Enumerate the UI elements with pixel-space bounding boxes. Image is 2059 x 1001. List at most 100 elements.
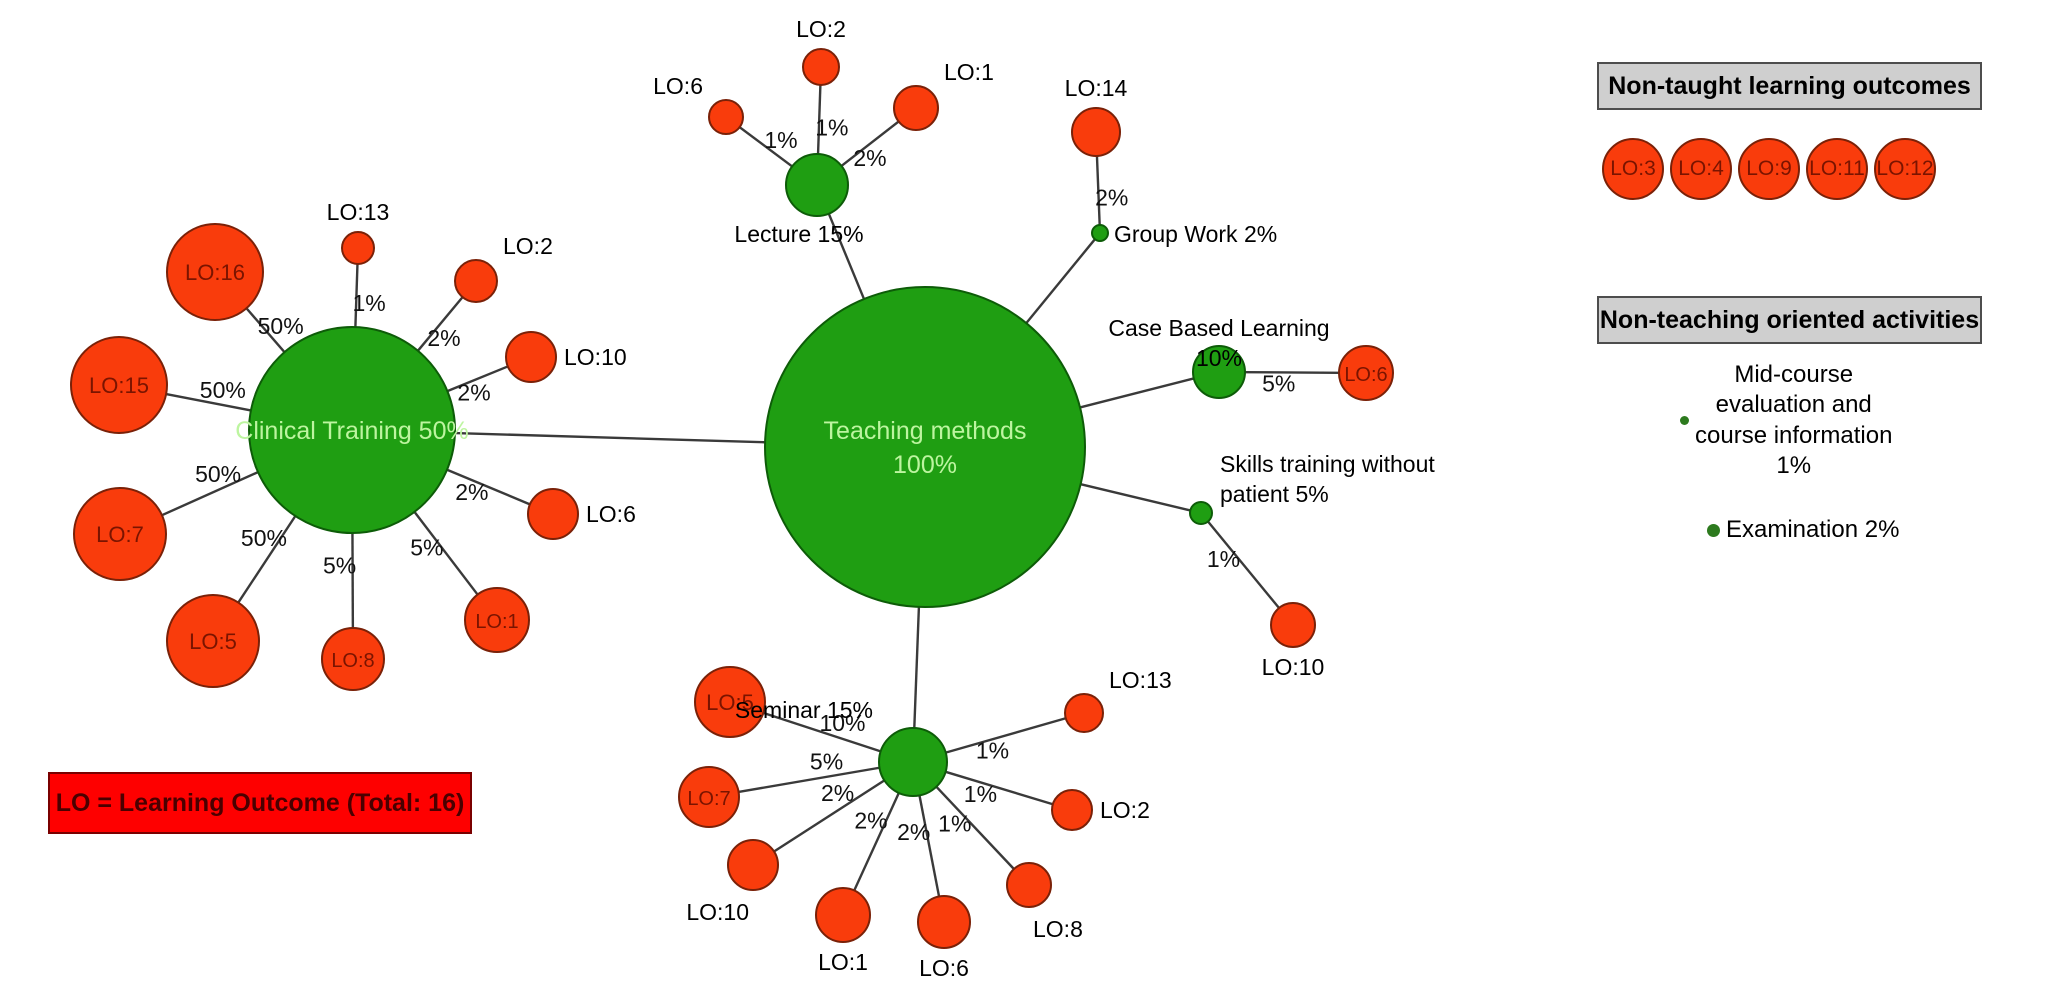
edge-pct-lecture-LO1: 2% — [853, 145, 886, 171]
node-lo-LO16-clinical-training[interactable] — [166, 223, 264, 321]
node-lo-LO2-seminar[interactable] — [1051, 789, 1093, 831]
edge-pct-clinical-training-LO7: 50% — [195, 461, 241, 487]
node-lo-LO7-seminar-label: LO:7 — [687, 788, 730, 810]
node-lo-LO10-clinical-training-label: LO:10 — [564, 344, 627, 370]
node-lo-LO13-clinical-training-label: LO:13 — [327, 199, 390, 225]
node-clinical-training-label-0: Clinical Training 50% — [235, 417, 468, 445]
edge-pct-clinical-training-LO13: 1% — [353, 290, 386, 316]
activity-examination: Examination 2% — [1707, 515, 1899, 545]
edge-seminar-LO5-7 — [762, 711, 882, 753]
edge-root-skills-training — [1080, 483, 1191, 512]
non-taught-chip-LO4[interactable]: LO:4 — [1670, 138, 1732, 200]
non-taught-chip-row: LO:3 LO:4 LO:9 LO:11 LO:12 — [1602, 138, 1936, 200]
non-taught-chip-LO9[interactable]: LO:9 — [1738, 138, 1800, 200]
node-lo-LO6-case-based-learning[interactable] — [1338, 345, 1394, 401]
node-lecture[interactable] — [785, 153, 849, 217]
node-lo-LO5-clinical-training[interactable] — [166, 594, 260, 688]
node-lo-LO6-clinical-training[interactable] — [527, 488, 579, 540]
node-lo-LO10-clinical-training[interactable] — [505, 331, 557, 383]
non-taught-chip-LO12[interactable]: LO:12 — [1874, 138, 1936, 200]
node-lo-LO6-seminar-label: LO:6 — [919, 955, 969, 981]
edge-pct-clinical-training-LO10: 2% — [457, 379, 490, 405]
edge-pct-skills-training-LO10: 1% — [1207, 546, 1240, 572]
node-lo-LO13-clinical-training[interactable] — [341, 231, 375, 265]
edge-pct-seminar-LO13: 1% — [976, 738, 1009, 764]
node-lo-LO1-seminar[interactable] — [815, 887, 871, 943]
node-lo-LO1-seminar-label: LO:1 — [818, 949, 868, 975]
edge-seminar-LO13-0 — [945, 717, 1067, 754]
node-lo-LO2-clinical-training[interactable] — [454, 259, 498, 303]
node-lo-LO2-seminar-label: LO:2 — [1100, 797, 1150, 823]
node-lo-LO5-seminar[interactable] — [694, 666, 766, 738]
activity-examination-label: Examination 2% — [1726, 516, 1900, 543]
node-lo-LO8-seminar[interactable] — [1006, 862, 1052, 908]
node-group-work[interactable] — [1091, 224, 1109, 242]
node-lo-LO10-skills-training[interactable] — [1270, 602, 1316, 648]
lo-legend-box: LO = Learning Outcome (Total: 16) — [48, 772, 472, 834]
edge-pct-clinical-training-LO5: 50% — [241, 525, 287, 551]
node-group-work-label-0: Group Work 2% — [1114, 221, 1277, 247]
node-lo-LO13-seminar[interactable] — [1064, 693, 1104, 733]
node-lo-LO8-clinical-training-label: LO:8 — [331, 650, 374, 672]
labels-layer: 1%2%2%2%5%5%50%50%50%50%1% 1%2%2%5%1%1%1%… — [89, 16, 1435, 981]
edge-pct-seminar-LO2: 1% — [964, 781, 997, 807]
node-lo-LO8-clinical-training[interactable] — [321, 627, 385, 691]
edge-lecture-LO1-2 — [840, 120, 900, 167]
node-case-based-learning[interactable] — [1192, 345, 1246, 399]
node-lo-LO14-group-work[interactable] — [1071, 107, 1121, 157]
node-seminar[interactable] — [878, 727, 948, 797]
non-taught-chip-LO3[interactable]: LO:3 — [1602, 138, 1664, 200]
node-lo-LO8-seminar-label: LO:8 — [1033, 916, 1083, 942]
edge-seminar-LO1-4 — [853, 792, 900, 891]
non-teaching-panel-header: Non-teaching oriented activities — [1597, 296, 1982, 344]
edge-clinical-training-LO16-9 — [245, 307, 286, 353]
node-lo-LO13-seminar-label: LO:13 — [1109, 667, 1172, 693]
edge-pct-clinical-training-LO6: 2% — [455, 479, 488, 505]
node-lo-LO6-lecture-label: LO:6 — [653, 73, 703, 99]
node-lo-LO1-clinical-training-label: LO:1 — [475, 611, 518, 633]
node-lo-LO2-lecture[interactable] — [802, 48, 840, 86]
node-lo-LO1-lecture[interactable] — [893, 85, 939, 131]
edge-pct-case-based-learning-LO6: 5% — [1262, 370, 1295, 396]
node-lo-LO16-clinical-training-label: LO:16 — [185, 260, 245, 285]
edge-clinical-training-LO2-1 — [416, 296, 464, 352]
node-teaching-methods[interactable] — [764, 286, 1086, 608]
node-lo-LO1-clinical-training[interactable] — [464, 587, 530, 653]
edge-pct-clinical-training-LO8: 5% — [323, 552, 356, 578]
activity-mid-course-evaluation: Mid-course evaluation and course informati… — [1680, 360, 1920, 482]
node-skills-training[interactable] — [1189, 501, 1213, 525]
node-lo-LO7-clinical-training-label: LO:7 — [96, 522, 144, 547]
node-case-based-learning-label-0: Case Based Learning — [1108, 315, 1329, 341]
node-lo-LO5-seminar-label: LO:5 — [706, 690, 754, 715]
edge-root-lecture — [827, 213, 866, 300]
edge-skills-training-LO10-0 — [1207, 520, 1280, 609]
node-lo-LO7-clinical-training[interactable] — [73, 487, 167, 581]
node-lo-LO2-lecture-label: LO:2 — [796, 16, 846, 42]
node-lo-LO10-skills-training-label: LO:10 — [1262, 654, 1325, 680]
edge-root-group-work — [1025, 238, 1096, 324]
node-case-based-learning-label-1: 10% — [1196, 345, 1242, 371]
node-lo-LO14-group-work-label: LO:14 — [1065, 75, 1128, 101]
edge-pct-seminar-LO5: 10% — [819, 710, 865, 736]
node-lo-LO6-lecture[interactable] — [708, 99, 744, 135]
node-clinical-training[interactable] — [248, 326, 456, 534]
edge-pct-seminar-LO1: 2% — [854, 808, 887, 834]
node-lo-LO6-seminar[interactable] — [917, 895, 971, 949]
node-lo-LO1-lecture-label: LO:1 — [944, 59, 994, 85]
edge-clinical-training-LO1-4 — [413, 511, 479, 596]
node-lo-LO7-seminar[interactable] — [678, 766, 740, 828]
node-lo-LO15-clinical-training[interactable] — [70, 336, 168, 434]
node-lo-LO6-clinical-training-label: LO:6 — [586, 501, 636, 527]
node-lo-LO6-case-based-learning-label: LO:6 — [1344, 364, 1387, 386]
non-taught-chip-LO11[interactable]: LO:11 — [1806, 138, 1868, 200]
edge-pct-seminar-LO10: 2% — [821, 780, 854, 806]
edge-lecture-LO2-1 — [816, 84, 822, 155]
node-lo-LO10-seminar-label: LO:10 — [686, 899, 749, 925]
edge-pct-seminar-LO6: 2% — [897, 819, 930, 845]
edge-seminar-LO8-2 — [935, 785, 1015, 870]
edge-root-clinical-training — [454, 431, 766, 444]
node-lo-LO10-seminar[interactable] — [727, 839, 779, 891]
green-dot-icon — [1707, 523, 1720, 537]
edge-seminar-LO7-6 — [738, 766, 880, 794]
